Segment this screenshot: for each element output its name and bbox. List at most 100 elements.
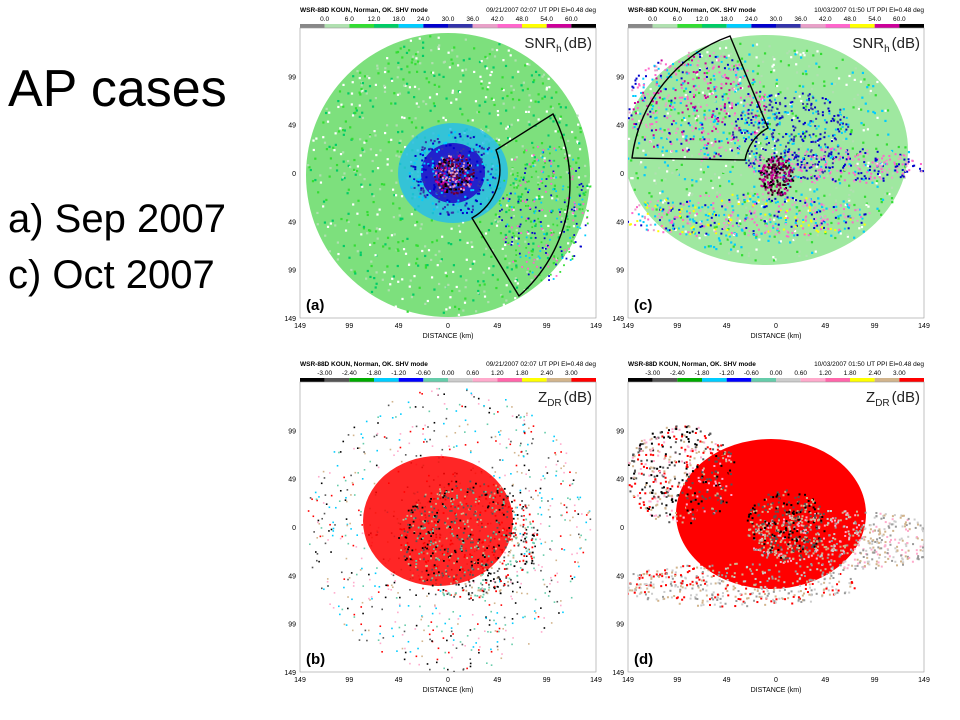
radar-pixel [750,121,753,124]
radar-pixel [330,494,333,497]
radar-pixel [843,179,846,182]
radar-pixel [770,94,773,97]
radar-pixel [661,201,665,204]
radar-pixel [732,137,735,140]
radar-pixel [435,163,438,166]
radar-pixel [865,181,868,184]
radar-pixel [793,129,796,132]
radar-pixel [911,159,914,162]
radar-pixel [414,168,417,171]
radar-pixel [756,110,759,113]
radar-pixel [494,435,497,438]
radar-pixel [322,121,325,124]
radar-pixel [839,230,842,233]
radar-pixel [445,417,448,420]
radar-pixel [419,177,422,180]
radar-pixel [814,169,817,172]
radar-pixel [519,256,522,259]
radar-pixel [685,188,688,191]
radar-pixel [494,213,497,216]
radar-pixel [699,130,702,133]
radar-pixel [786,230,789,233]
radar-pixel [550,182,553,185]
radar-pixel [470,392,473,395]
radar-pixel [535,223,537,226]
radar-pixel [634,95,637,98]
radar-pixel [346,489,349,491]
radar-pixel [776,229,779,232]
radar-pixel [817,176,820,179]
radar-pixel [553,255,556,258]
radar-pixel [726,112,730,115]
radar-pixel [703,72,706,75]
radar-pixel [686,219,689,222]
radar-pixel [684,137,687,140]
radar-pixel [504,474,506,477]
radar-pixel [563,199,566,201]
radar-pixel [471,178,474,181]
radar-pixel [441,173,444,176]
radar-pixel [543,617,545,619]
radar-pixel [781,203,784,206]
radar-pixel [760,147,764,150]
radar-pixel [466,183,469,186]
radar-pixel [897,166,900,169]
radar-pixel [481,87,484,90]
radar-pixel [552,188,555,191]
radar-pixel [638,119,641,123]
radar-pixel [439,590,442,592]
radar-pixel [446,203,449,206]
radar-pixel [848,214,851,217]
radar-pixel [424,266,428,269]
radar-pixel [838,115,842,118]
radar-pixel [674,71,677,74]
radar-pixel [718,112,721,115]
radar-pixel [486,57,489,60]
radar-pixel [806,202,809,205]
radar-pixel [760,214,764,217]
radar-pixel [457,180,460,183]
radar-pixel [459,135,462,138]
radar-pixel [794,216,797,219]
radar-pixel [496,164,499,167]
radar-pixel [401,240,404,243]
radar-pixel [800,224,803,227]
radar-pixel [731,182,734,186]
radar-pixel [422,428,425,430]
radar-pixel [499,122,502,125]
radar-pixel [529,270,532,273]
radar-pixel [438,186,441,189]
radar-pixel [487,129,490,132]
radar-pixel [443,180,446,183]
radar-pixel [541,246,544,249]
radar-pixel [810,140,813,143]
radar-pixel [699,121,702,124]
radar-pixel [694,127,697,130]
radar-pixel [675,150,678,153]
radar-pixel [672,224,675,227]
radar-pixel [361,81,365,85]
radar-pixel [577,498,580,501]
radar-pixel [743,199,746,202]
radar-pixel [308,166,311,169]
radar-pixel [888,167,891,170]
radar-pixel [424,157,427,160]
radar-pixel [864,163,867,167]
radar-pixel [383,436,386,438]
radar-pixel [681,131,684,134]
radar-pixel [521,266,524,268]
radar-pixel [757,101,760,104]
radar-pixel [773,58,776,61]
radar-pixel [710,216,713,219]
radar-pixel [455,158,458,161]
radar-pixel [768,116,771,119]
radar-pixel [663,209,666,212]
radar-pixel [450,175,453,178]
radar-pixel [528,256,531,259]
radar-pixel [765,175,768,178]
radar-pixel [803,199,806,202]
radar-pixel [766,106,769,110]
radar-pixel [801,165,804,168]
radar-pixel [423,441,425,443]
radar-pixel [787,152,790,155]
